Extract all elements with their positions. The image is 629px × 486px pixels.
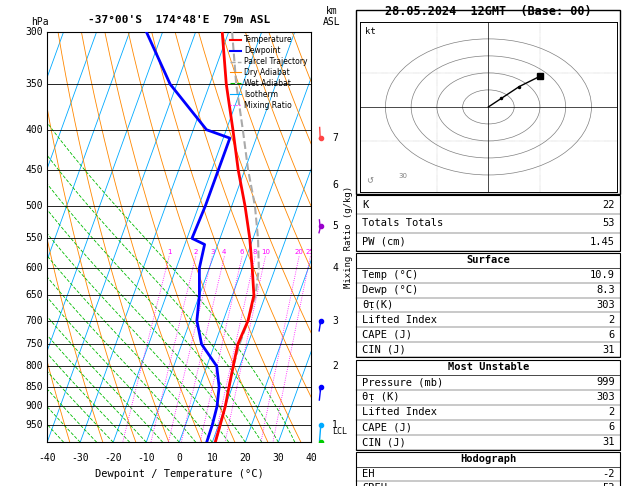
- Text: 3: 3: [210, 249, 214, 255]
- Text: 1.45: 1.45: [590, 237, 615, 247]
- Text: Temp (°C): Temp (°C): [362, 270, 418, 280]
- Text: 2: 2: [609, 315, 615, 325]
- Bar: [357, 360, 620, 450]
- Text: 31: 31: [603, 437, 615, 447]
- Text: 53: 53: [603, 218, 615, 228]
- Text: 3: 3: [332, 315, 338, 326]
- Text: 900: 900: [26, 401, 43, 411]
- Text: 10.9: 10.9: [590, 270, 615, 280]
- Text: PW (cm): PW (cm): [362, 237, 406, 247]
- Text: 400: 400: [26, 125, 43, 135]
- Text: Dewp (°C): Dewp (°C): [362, 285, 418, 295]
- Text: Dewpoint / Temperature (°C): Dewpoint / Temperature (°C): [95, 469, 264, 479]
- Bar: [357, 452, 620, 486]
- Text: -40: -40: [38, 452, 56, 463]
- Text: km
ASL: km ASL: [323, 6, 341, 28]
- Text: 800: 800: [26, 361, 43, 371]
- Text: 31: 31: [603, 345, 615, 355]
- Text: 450: 450: [26, 165, 43, 175]
- Text: 7: 7: [332, 133, 338, 143]
- Text: 2: 2: [609, 407, 615, 417]
- Text: 20: 20: [294, 249, 303, 255]
- Text: 650: 650: [26, 290, 43, 300]
- Text: 40: 40: [306, 452, 317, 463]
- Text: 500: 500: [26, 201, 43, 211]
- Text: 4: 4: [332, 263, 338, 273]
- Text: 350: 350: [26, 79, 43, 89]
- Text: θᴉ(K): θᴉ(K): [362, 300, 393, 310]
- Text: 700: 700: [26, 315, 43, 326]
- Text: -20: -20: [104, 452, 122, 463]
- Text: CAPE (J): CAPE (J): [362, 330, 412, 340]
- Text: 600: 600: [26, 263, 43, 273]
- Text: $\circlearrowleft$: $\circlearrowleft$: [365, 176, 375, 186]
- Text: 22: 22: [603, 200, 615, 209]
- Text: 8: 8: [253, 249, 257, 255]
- Text: kt: kt: [365, 27, 376, 36]
- Text: 6: 6: [332, 180, 338, 190]
- Text: -2: -2: [603, 469, 615, 479]
- Text: SREH: SREH: [362, 484, 387, 486]
- Text: 0: 0: [176, 452, 182, 463]
- Text: 4: 4: [222, 249, 226, 255]
- Text: 999: 999: [596, 377, 615, 387]
- Text: 303: 303: [596, 392, 615, 402]
- Text: Pressure (mb): Pressure (mb): [362, 377, 443, 387]
- Text: Lifted Index: Lifted Index: [362, 407, 437, 417]
- Text: 750: 750: [26, 339, 43, 349]
- Text: CIN (J): CIN (J): [362, 345, 406, 355]
- Text: Mixing Ratio (g/kg): Mixing Ratio (g/kg): [344, 186, 353, 288]
- Text: 6: 6: [609, 422, 615, 432]
- Text: 25: 25: [306, 249, 314, 255]
- Text: -37°00'S  174°48'E  79m ASL: -37°00'S 174°48'E 79m ASL: [88, 16, 270, 25]
- Text: 30: 30: [398, 174, 407, 179]
- Text: 1: 1: [332, 420, 338, 430]
- Text: 850: 850: [26, 382, 43, 392]
- Text: 550: 550: [26, 233, 43, 243]
- Text: 10: 10: [261, 249, 270, 255]
- Text: 300: 300: [26, 27, 43, 36]
- Text: 20: 20: [240, 452, 251, 463]
- Legend: Temperature, Dewpoint, Parcel Trajectory, Dry Adiabat, Wet Adiabat, Isotherm, Mi: Temperature, Dewpoint, Parcel Trajectory…: [230, 35, 308, 110]
- Text: Lifted Index: Lifted Index: [362, 315, 437, 325]
- Text: 303: 303: [596, 300, 615, 310]
- Text: 950: 950: [26, 420, 43, 430]
- Text: 5: 5: [332, 221, 338, 231]
- Text: LCL: LCL: [332, 427, 347, 436]
- Text: 53: 53: [603, 484, 615, 486]
- Text: CIN (J): CIN (J): [362, 437, 406, 447]
- Text: 10: 10: [206, 452, 218, 463]
- Text: 1: 1: [167, 249, 171, 255]
- Text: 8.3: 8.3: [596, 285, 615, 295]
- Text: Most Unstable: Most Unstable: [448, 362, 529, 372]
- Text: EH: EH: [362, 469, 374, 479]
- Text: 30: 30: [272, 452, 284, 463]
- Text: 28.05.2024  12GMT  (Base: 00): 28.05.2024 12GMT (Base: 00): [385, 5, 592, 18]
- Text: 2: 2: [194, 249, 198, 255]
- Text: -30: -30: [71, 452, 89, 463]
- Text: θᴉ (K): θᴉ (K): [362, 392, 399, 402]
- Text: -10: -10: [137, 452, 155, 463]
- Bar: [357, 195, 620, 251]
- Bar: [357, 10, 620, 194]
- Text: Hodograph: Hodograph: [460, 454, 516, 464]
- Text: Surface: Surface: [467, 255, 510, 265]
- Text: 6: 6: [609, 330, 615, 340]
- Text: 2: 2: [332, 361, 338, 371]
- Text: CAPE (J): CAPE (J): [362, 422, 412, 432]
- Text: 6: 6: [240, 249, 244, 255]
- Text: K: K: [362, 200, 368, 209]
- Text: Totals Totals: Totals Totals: [362, 218, 443, 228]
- Bar: [357, 253, 620, 357]
- Text: hPa: hPa: [31, 17, 49, 28]
